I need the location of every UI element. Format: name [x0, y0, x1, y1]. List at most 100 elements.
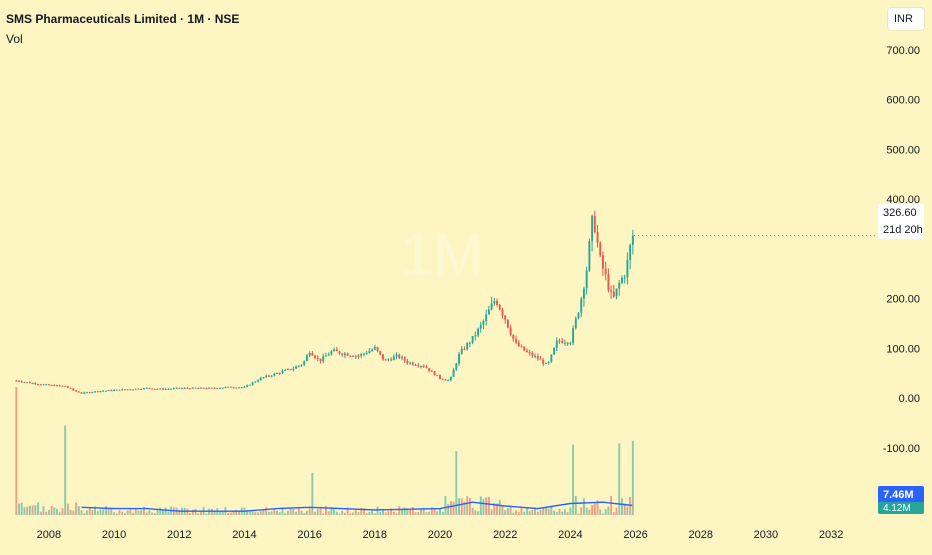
time-tick-label: 2010	[102, 529, 126, 541]
volume-bar	[316, 508, 319, 515]
candle-body	[107, 390, 110, 392]
volume-bar	[189, 512, 192, 515]
volume-bar	[77, 506, 80, 515]
volume-bar	[305, 511, 308, 515]
candle-body	[607, 274, 610, 291]
candle-body	[417, 365, 420, 367]
candle-body	[61, 385, 64, 387]
volume-bar	[577, 513, 580, 515]
candle-body	[26, 382, 29, 384]
volume-bar	[297, 507, 300, 515]
volume-bar	[574, 496, 577, 515]
candle-body	[384, 359, 387, 361]
volume-bar	[278, 512, 281, 515]
time-tick-label: 2030	[754, 529, 778, 541]
candle-body	[110, 390, 113, 392]
candle-body	[151, 388, 154, 390]
volume-bar	[422, 507, 425, 515]
volume-bar	[270, 511, 273, 515]
volume-bar	[365, 513, 368, 515]
candle-body	[631, 235, 634, 245]
candle-body	[145, 387, 148, 389]
volume-bar	[26, 506, 29, 515]
volume-bar	[123, 513, 126, 515]
candle-body	[99, 391, 102, 393]
volume-bar	[113, 512, 116, 515]
volume-bar	[118, 510, 121, 515]
volume-bar	[58, 512, 61, 515]
volume-bar	[330, 506, 333, 515]
price-tick-label: 0.00	[899, 393, 920, 405]
volume-bar	[371, 509, 374, 515]
volume-bar	[409, 510, 412, 515]
candle-body	[574, 318, 577, 329]
candle-body	[20, 381, 23, 383]
volume-bar	[292, 508, 295, 515]
candle-body	[34, 383, 37, 385]
volume-bar	[425, 512, 428, 515]
volume-bar	[417, 511, 420, 515]
volume-bar	[191, 509, 194, 515]
candle-body	[267, 375, 270, 377]
volume-bar	[167, 511, 170, 515]
candle-body	[284, 369, 287, 371]
candle-body	[550, 354, 553, 363]
candle-body	[346, 353, 349, 356]
candle-body	[482, 321, 485, 325]
volume-bar	[75, 502, 77, 515]
candle-body	[626, 259, 629, 278]
candle-body	[335, 349, 338, 352]
volume-bar	[333, 507, 336, 515]
candle-body	[183, 387, 186, 389]
candle-body	[232, 387, 235, 389]
volume-bar	[197, 513, 200, 515]
candle-body	[452, 369, 455, 377]
volume-bar	[80, 510, 83, 515]
volume-bar	[319, 506, 322, 515]
candle-body	[365, 353, 368, 355]
volume-ma-line	[81, 501, 633, 512]
volume-bar	[602, 513, 604, 515]
candle-body	[338, 351, 341, 354]
candle-body	[591, 215, 594, 241]
volume-bar	[525, 508, 528, 515]
candle-body	[371, 349, 374, 352]
volume-bar	[262, 510, 265, 515]
volume-bar	[506, 508, 509, 515]
volume-bar	[248, 511, 251, 515]
candle-body	[382, 354, 384, 360]
volume-bar	[132, 512, 135, 515]
volume-bar	[520, 508, 523, 515]
candle-body	[224, 387, 227, 389]
time-tick-label: 2028	[688, 529, 712, 541]
volume-bar	[466, 496, 469, 515]
symbol-title[interactable]: SMS Pharmaceuticals Limited · 1M · NSE	[6, 12, 240, 26]
volume-bar	[91, 509, 94, 515]
candle-body	[487, 309, 490, 315]
volume-bar	[411, 507, 414, 515]
candle-body	[121, 389, 124, 391]
candle-body	[148, 387, 151, 389]
currency-button[interactable]: INR	[888, 8, 924, 30]
volume-indicator-label[interactable]: Vol	[6, 32, 23, 46]
volume-bar	[615, 507, 618, 515]
volume-bar	[311, 472, 314, 515]
candle-body	[428, 368, 431, 371]
time-tick-label: 2022	[493, 529, 517, 541]
volume-bar	[338, 513, 341, 515]
candle-body	[376, 347, 379, 351]
candle-body	[629, 244, 632, 260]
candle-body	[189, 388, 192, 390]
volume-badge: 4.12M	[878, 502, 924, 514]
volume-bar	[343, 512, 346, 515]
volume-bar	[542, 507, 545, 515]
candle-body	[246, 385, 249, 387]
candle-body	[15, 380, 18, 382]
candle-body	[221, 387, 224, 389]
candle-body	[85, 392, 88, 394]
volume-bar	[53, 507, 56, 515]
volume-bar	[414, 512, 417, 515]
candle-body	[517, 342, 520, 347]
